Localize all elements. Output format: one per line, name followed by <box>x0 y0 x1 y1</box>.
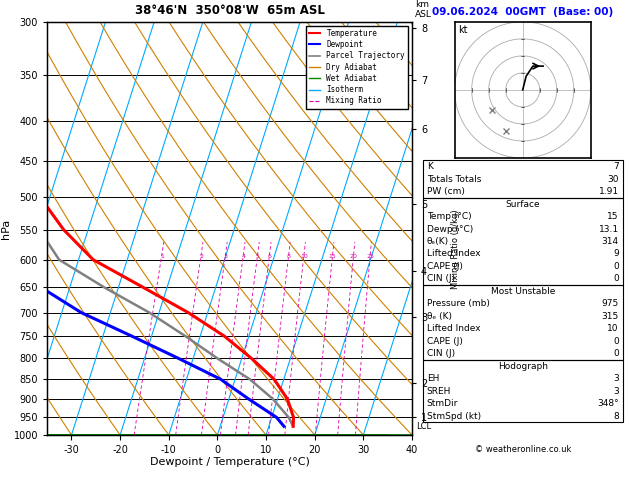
Text: 9: 9 <box>613 249 619 259</box>
Text: LCL: LCL <box>416 422 431 431</box>
Text: CAPE (J): CAPE (J) <box>426 262 462 271</box>
Y-axis label: hPa: hPa <box>1 218 11 239</box>
Text: Pressure (mb): Pressure (mb) <box>426 299 489 309</box>
Text: 3: 3 <box>613 387 619 396</box>
Text: CIN (J): CIN (J) <box>426 275 455 283</box>
Text: 0: 0 <box>613 337 619 346</box>
Text: 8: 8 <box>287 254 291 259</box>
Text: 7: 7 <box>613 162 619 171</box>
Text: 30: 30 <box>607 174 619 184</box>
Text: StmSpd (kt): StmSpd (kt) <box>426 412 481 421</box>
Text: 13.1: 13.1 <box>599 225 619 234</box>
Text: 10: 10 <box>300 254 308 259</box>
Text: © weatheronline.co.uk: © weatheronline.co.uk <box>474 445 571 454</box>
Text: 38°46'N  350°08'W  65m ASL: 38°46'N 350°08'W 65m ASL <box>135 4 325 17</box>
Text: 4: 4 <box>242 254 245 259</box>
Text: Dewp (°C): Dewp (°C) <box>426 225 473 234</box>
Text: Surface: Surface <box>505 200 540 208</box>
Text: 15: 15 <box>329 254 337 259</box>
Text: 3: 3 <box>223 254 228 259</box>
Text: Most Unstable: Most Unstable <box>491 287 555 296</box>
Text: Hodograph: Hodograph <box>498 362 548 371</box>
Text: CIN (J): CIN (J) <box>426 349 455 358</box>
Text: 0: 0 <box>613 262 619 271</box>
Text: 20: 20 <box>350 254 358 259</box>
Text: 1.91: 1.91 <box>599 187 619 196</box>
Text: 0: 0 <box>613 349 619 358</box>
Text: PW (cm): PW (cm) <box>426 187 465 196</box>
Text: EH: EH <box>426 374 439 383</box>
Text: Mixing Ratio (g/kg): Mixing Ratio (g/kg) <box>451 209 460 289</box>
Text: K: K <box>426 162 433 171</box>
Text: Lifted Index: Lifted Index <box>426 324 481 333</box>
Text: 10: 10 <box>607 324 619 333</box>
Text: Totals Totals: Totals Totals <box>426 174 481 184</box>
Text: θₑ (K): θₑ (K) <box>426 312 452 321</box>
Text: kt: kt <box>458 25 467 35</box>
Text: Lifted Index: Lifted Index <box>426 249 481 259</box>
Text: θₑ(K): θₑ(K) <box>426 237 449 246</box>
X-axis label: Dewpoint / Temperature (°C): Dewpoint / Temperature (°C) <box>150 457 309 468</box>
Text: CAPE (J): CAPE (J) <box>426 337 462 346</box>
Text: 314: 314 <box>601 237 619 246</box>
Text: 15: 15 <box>607 212 619 221</box>
Text: 25: 25 <box>366 254 374 259</box>
Text: 1: 1 <box>160 254 164 259</box>
Text: 348°: 348° <box>597 399 619 408</box>
Text: 6: 6 <box>268 254 272 259</box>
Text: 09.06.2024  00GMT  (Base: 00): 09.06.2024 00GMT (Base: 00) <box>432 7 613 17</box>
Text: SREH: SREH <box>426 387 451 396</box>
Text: 0: 0 <box>613 275 619 283</box>
Text: 975: 975 <box>601 299 619 309</box>
Text: StmDir: StmDir <box>426 399 458 408</box>
Text: 5: 5 <box>256 254 260 259</box>
Text: 3: 3 <box>613 374 619 383</box>
Text: 2: 2 <box>199 254 203 259</box>
Text: 8: 8 <box>613 412 619 421</box>
Text: km
ASL: km ASL <box>415 0 432 19</box>
Legend: Temperature, Dewpoint, Parcel Trajectory, Dry Adiabat, Wet Adiabat, Isotherm, Mi: Temperature, Dewpoint, Parcel Trajectory… <box>306 26 408 108</box>
Text: Temp (°C): Temp (°C) <box>426 212 471 221</box>
Text: 315: 315 <box>601 312 619 321</box>
